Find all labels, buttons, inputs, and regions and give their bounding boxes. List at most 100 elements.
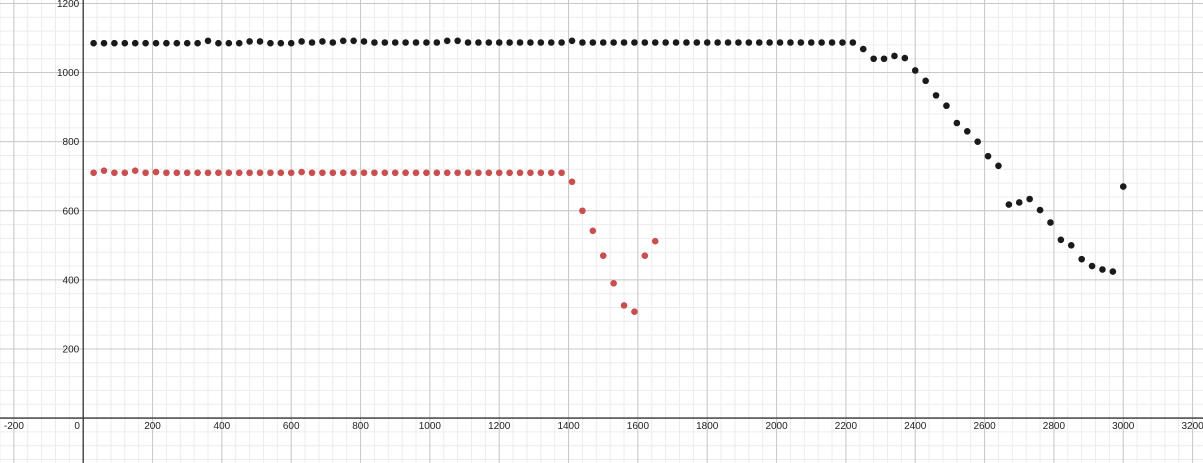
series-1-point (454, 37, 461, 45)
series-1-point (485, 39, 493, 46)
series-2-point (287, 169, 295, 177)
series-1-point (651, 39, 659, 46)
series-2-point (506, 169, 513, 177)
series-1-point (1109, 268, 1117, 275)
series-1-point (558, 39, 565, 46)
series-2-point (631, 308, 638, 315)
series-1-point (849, 39, 857, 46)
series-2-point (485, 169, 493, 177)
series-1-point (235, 39, 243, 47)
series-1-point (412, 39, 420, 46)
series-1-point (828, 39, 836, 46)
series-1-point (308, 39, 316, 46)
series-1-point (631, 39, 638, 46)
series-1-point (173, 39, 181, 47)
series-1-point (537, 39, 545, 46)
series-2-point (495, 169, 503, 177)
x-tick-label: 400 (214, 421, 231, 432)
series-1-point (1005, 201, 1013, 208)
series-1-point (807, 39, 815, 46)
series-1-point (527, 39, 534, 46)
y-tick-label: 1200 (57, 0, 80, 10)
series-1-point (360, 38, 368, 45)
series-2-point (215, 169, 222, 177)
series-1-point (319, 38, 326, 45)
series-2-point (423, 169, 430, 177)
series-2-point (183, 169, 191, 177)
series-2-point (547, 169, 555, 177)
series-2-point (90, 169, 97, 177)
series-2-point (298, 168, 305, 176)
y-tick-label: 1000 (57, 68, 80, 79)
series-2-point (308, 169, 316, 177)
series-1-point (735, 39, 742, 46)
series-1-point (745, 39, 753, 46)
series-2-point (163, 169, 170, 177)
series-1-point (1047, 219, 1054, 226)
series-2-point (339, 169, 347, 177)
series-1-point (662, 39, 669, 46)
series-2-point (527, 169, 534, 177)
series-1-point (693, 39, 701, 46)
series-1-point (703, 39, 711, 46)
series-1-point (599, 39, 607, 46)
series-1-point (579, 39, 586, 46)
series-2-point (329, 169, 337, 177)
series-2-point (267, 169, 274, 177)
series-1-point (402, 39, 409, 46)
series-1-point (433, 39, 441, 46)
series-1-point (443, 37, 451, 45)
series-2-point (121, 169, 129, 177)
series-1-point (90, 39, 97, 47)
series-1-point (371, 39, 378, 46)
series-2-point (204, 169, 212, 177)
series-1-point (953, 119, 961, 127)
series-1-point (589, 39, 597, 46)
x-tick-label: -200 (4, 421, 24, 432)
x-tick-label: 1000 (419, 421, 442, 432)
series-1-point (932, 92, 940, 99)
series-1-point (298, 38, 305, 45)
series-2-point (568, 178, 576, 186)
x-tick-label: 1800 (696, 421, 719, 432)
series-1-point (183, 39, 191, 47)
series-1-point (1088, 262, 1096, 270)
x-tick-label: 1200 (488, 421, 511, 432)
series-1-point (131, 39, 139, 47)
series-1-point (495, 39, 503, 46)
series-1-point (943, 102, 950, 110)
series-1-point (225, 39, 233, 47)
series-1-point (839, 39, 846, 46)
series-2-point (246, 169, 253, 177)
series-2-point (194, 169, 201, 177)
series-2-point (620, 302, 628, 309)
series-1-point (776, 39, 784, 46)
x-tick-label: 2000 (765, 421, 788, 432)
series-1-point (891, 52, 898, 60)
x-tick-label: 0 (74, 421, 80, 432)
series-1-point (901, 54, 909, 62)
x-tick-label: 2800 (1043, 421, 1066, 432)
series-1-point (818, 39, 825, 46)
series-1-point (995, 162, 1002, 170)
x-tick-label: 200 (144, 421, 161, 432)
x-tick-label: 2400 (904, 421, 927, 432)
series-1-point (922, 77, 929, 85)
series-1-point (547, 39, 555, 46)
series-1-point (963, 127, 971, 135)
series-2-point (111, 169, 118, 177)
series-2-point (319, 169, 326, 177)
x-tick-label: 1600 (627, 421, 650, 432)
series-2-point (475, 169, 482, 177)
series-2-point (454, 169, 461, 177)
series-2-point (579, 207, 586, 215)
series-2-point (256, 169, 264, 177)
series-1-point (724, 39, 732, 46)
series-1-point (797, 39, 805, 46)
series-1-point (381, 39, 389, 46)
series-1-point (911, 67, 919, 74)
series-2-point (443, 169, 451, 177)
series-1-point (215, 39, 222, 47)
